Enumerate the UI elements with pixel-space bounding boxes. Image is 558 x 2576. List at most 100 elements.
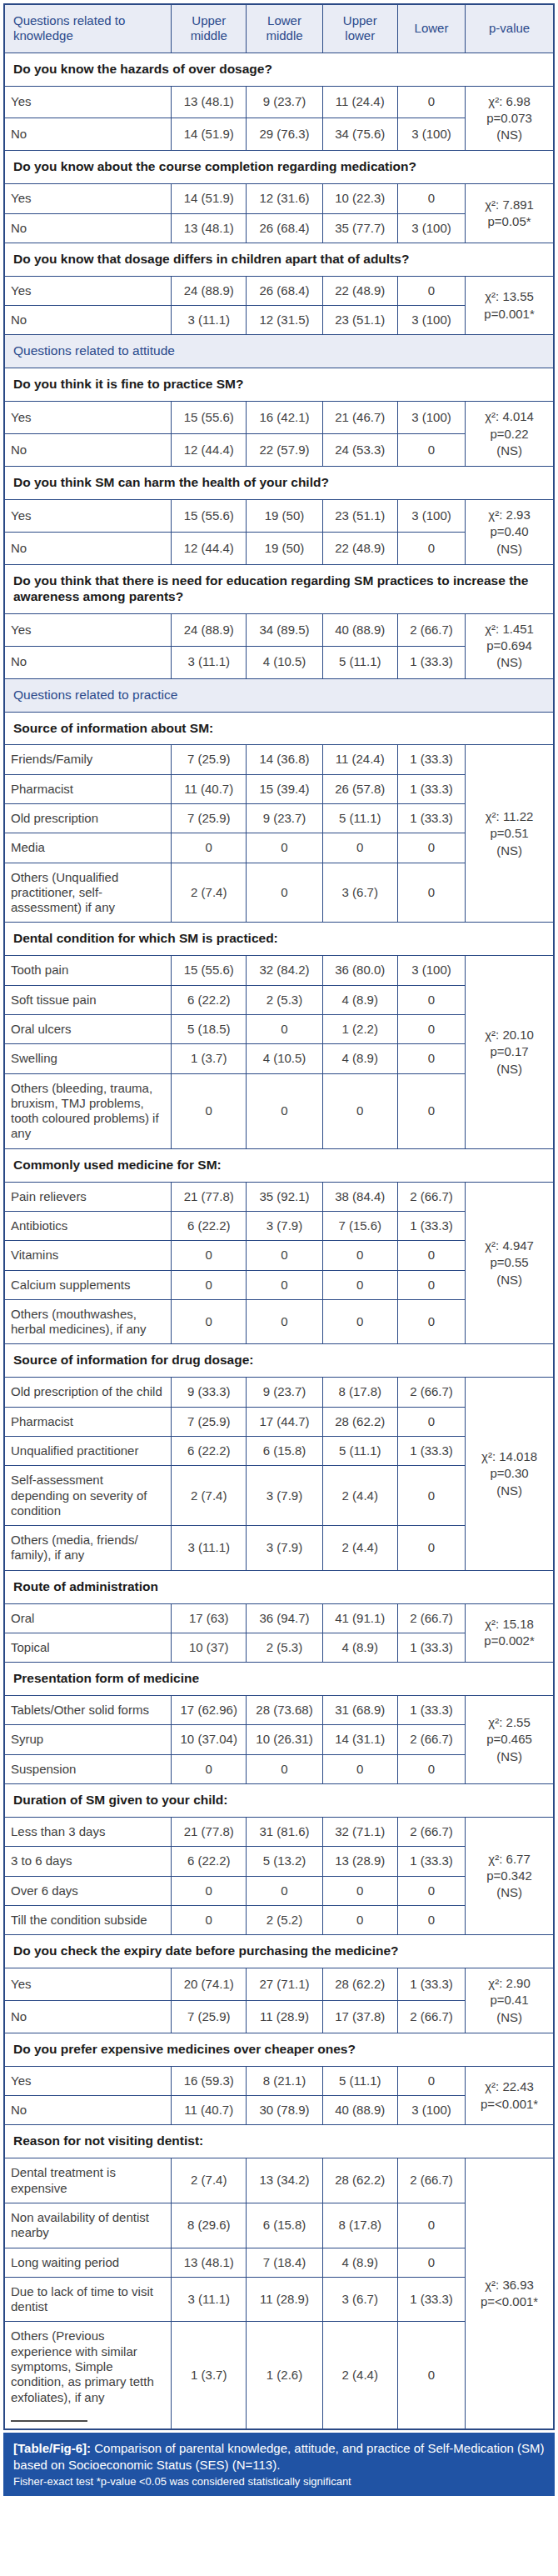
row-label-text: Yes	[11, 191, 31, 205]
p-value-cell: χ²: 4.014p=0.22(NS)	[466, 402, 554, 467]
value-cell: 0	[322, 1299, 397, 1344]
row-label-text: Swelling	[11, 1051, 57, 1065]
p-value-cell: χ²: 36.93p=<0.001*	[466, 2158, 554, 2429]
value-cell: 0	[322, 1905, 397, 1934]
value-cell: 23 (51.1)	[322, 500, 397, 533]
value-cell: 0	[397, 1754, 465, 1783]
column-header: p-value	[466, 4, 554, 53]
row-label: Swelling	[4, 1044, 172, 1073]
table-row: Less than 3 days21 (77.8)31 (81.6)32 (71…	[4, 1817, 554, 1846]
p-value-line: p=0.51	[471, 825, 547, 842]
p-value-cell: χ²: 1.451p=0.694(NS)	[466, 613, 554, 678]
value-cell: 3 (7.9)	[247, 1466, 322, 1526]
row-label: Others (Previous experience with similar…	[4, 2322, 172, 2429]
row-label-text: No	[11, 2009, 27, 2023]
value-cell: 14 (51.9)	[172, 184, 247, 213]
p-value-line: (NS)	[471, 1061, 547, 1078]
value-cell: 0	[172, 1876, 247, 1905]
value-cell: 3 (100)	[397, 500, 465, 533]
value-cell: 0	[397, 184, 465, 213]
table-row: Yes15 (55.6)19 (50)23 (51.1)3 (100)χ²: 2…	[4, 500, 554, 533]
row-label-text: Suspension	[11, 1762, 76, 1776]
value-cell: 3 (11.1)	[172, 306, 247, 335]
p-value-cell: χ²: 14.018p=0.30(NS)	[466, 1378, 554, 1570]
value-cell: 0	[247, 1241, 322, 1270]
table-row: Tooth pain15 (55.6)32 (84.2)36 (80.0)3 (…	[4, 956, 554, 985]
value-cell: 0	[397, 1466, 465, 1526]
row-label-text: 3 to 6 days	[11, 1853, 72, 1868]
value-cell: 21 (46.7)	[322, 402, 397, 434]
p-value-cell: χ²: 2.90p=0.41(NS)	[466, 1968, 554, 2033]
value-cell: 27 (71.1)	[247, 1968, 322, 2001]
value-cell: 4 (10.5)	[247, 646, 322, 678]
table-row: Yes24 (88.9)26 (68.4)22 (48.9)0χ²: 13.55…	[4, 276, 554, 305]
table-caption-bar: [Table/Fig-6]: Comparison of parental kn…	[3, 2433, 555, 2496]
chi-square-value: χ²: 2.93	[471, 507, 547, 523]
value-cell: 30 (78.9)	[247, 2096, 322, 2125]
category-title: Questions related to practice	[4, 678, 554, 712]
value-cell: 0	[247, 863, 322, 923]
row-label-text: Yes	[11, 283, 31, 298]
row-label: Due to lack of time to visit dentist	[4, 2277, 172, 2322]
row-label: Vitamins	[4, 1241, 172, 1270]
value-cell: 3 (100)	[397, 118, 465, 151]
p-value-cell: χ²: 4.947p=0.55(NS)	[466, 1182, 554, 1344]
value-cell: 3 (11.1)	[172, 646, 247, 678]
value-cell: 31 (68.9)	[322, 1696, 397, 1725]
table-caption: [Table/Fig-6]: Comparison of parental kn…	[13, 2440, 545, 2473]
row-label-text: No	[11, 2103, 27, 2117]
row-label: Yes	[4, 86, 172, 118]
value-cell: 0	[322, 833, 397, 863]
value-cell: 0	[172, 1241, 247, 1270]
value-cell: 4 (8.9)	[322, 1044, 397, 1073]
section-question: Commonly used medicine for SM:	[4, 1148, 554, 1182]
value-cell: 0	[172, 1754, 247, 1783]
row-label-text: Non availability of dentist nearby	[11, 2210, 149, 2239]
table-row: Yes20 (74.1)27 (71.1)28 (62.2)1 (33.3)χ²…	[4, 1968, 554, 2001]
value-cell: 0	[397, 1014, 465, 1043]
value-cell: 6 (15.8)	[247, 1436, 322, 1465]
row-label: Yes	[4, 1968, 172, 2001]
value-cell: 3 (7.9)	[247, 1526, 322, 1571]
row-label-text: Yes	[11, 1977, 31, 1991]
row-label-text: Old prescription of the child	[11, 1384, 162, 1398]
value-cell: 1 (33.3)	[397, 1847, 465, 1876]
row-label: Long waiting period	[4, 2248, 172, 2277]
value-cell: 0	[397, 1407, 465, 1436]
value-cell: 0	[397, 1905, 465, 1934]
value-cell: 2 (7.4)	[172, 863, 247, 923]
section-question-row: Do you know about the course completion …	[4, 151, 554, 184]
value-cell: 0	[397, 2248, 465, 2277]
p-value-cell: χ²: 2.55p=0.465(NS)	[466, 1696, 554, 1784]
p-value-line: p=0.002*	[471, 1633, 547, 1649]
value-cell: 19 (50)	[247, 500, 322, 533]
value-cell: 17 (63)	[172, 1603, 247, 1633]
value-cell: 11 (24.4)	[322, 745, 397, 774]
table-row: Yes16 (59.3)8 (21.1)5 (11.1)0χ²: 22.43p=…	[4, 2066, 554, 2095]
chi-square-value: χ²: 22.43	[471, 2078, 547, 2095]
table-footnote: Fisher-exact test *p-value <0.05 was con…	[13, 2475, 545, 2489]
value-cell: 3 (100)	[397, 306, 465, 335]
value-cell: 0	[247, 1014, 322, 1043]
value-cell: 41 (91.1)	[322, 1603, 397, 1633]
value-cell: 2 (5.3)	[247, 985, 322, 1014]
p-value-cell: χ²: 20.10p=0.17(NS)	[466, 956, 554, 1148]
value-cell: 0	[397, 2322, 465, 2429]
row-label: Till the condition subside	[4, 1905, 172, 1934]
value-cell: 4 (8.9)	[322, 2248, 397, 2277]
p-value-line: p=0.342	[471, 1868, 547, 1884]
value-cell: 10 (37)	[172, 1633, 247, 1662]
p-value-line: (NS)	[471, 541, 547, 558]
value-cell: 14 (36.8)	[247, 745, 322, 774]
section-question-row: Do you think SM can harm the health of y…	[4, 467, 554, 500]
value-cell: 2 (66.7)	[397, 2000, 465, 2033]
row-label: No	[4, 213, 172, 243]
value-cell: 3 (11.1)	[172, 2277, 247, 2322]
row-label-text: Tablets/Other solid forms	[11, 1703, 149, 1717]
row-label-text: Soft tissue pain	[11, 993, 97, 1007]
p-value-line: (NS)	[471, 2009, 547, 2026]
value-cell: 0	[397, 2203, 465, 2248]
row-label-text: No	[11, 127, 27, 141]
row-label-text: Oral	[11, 1611, 34, 1625]
row-label-text: Pharmacist	[11, 1414, 73, 1428]
